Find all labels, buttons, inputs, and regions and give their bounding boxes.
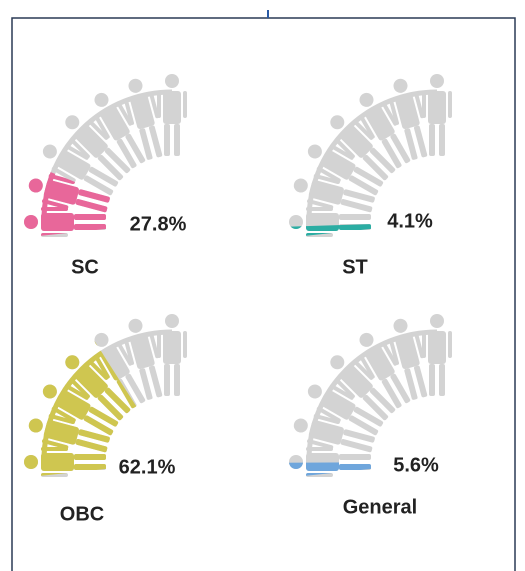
pictogram-panel [289,314,452,477]
pictogram-panel [24,314,187,477]
value-label: 5.6% [393,454,439,476]
value-label: 62.1% [119,456,176,478]
pictogram-base [289,74,452,237]
pictogram-panel [289,74,452,237]
value-label: 4.1% [387,210,433,232]
category-label: OBC [60,503,104,525]
pictogram-base [289,314,452,477]
pictogram-panel [24,74,187,237]
value-label: 27.8% [130,213,187,235]
category-label: SC [71,256,99,278]
category-label: General [343,496,417,518]
category-label: ST [342,256,368,278]
frame [11,17,516,571]
